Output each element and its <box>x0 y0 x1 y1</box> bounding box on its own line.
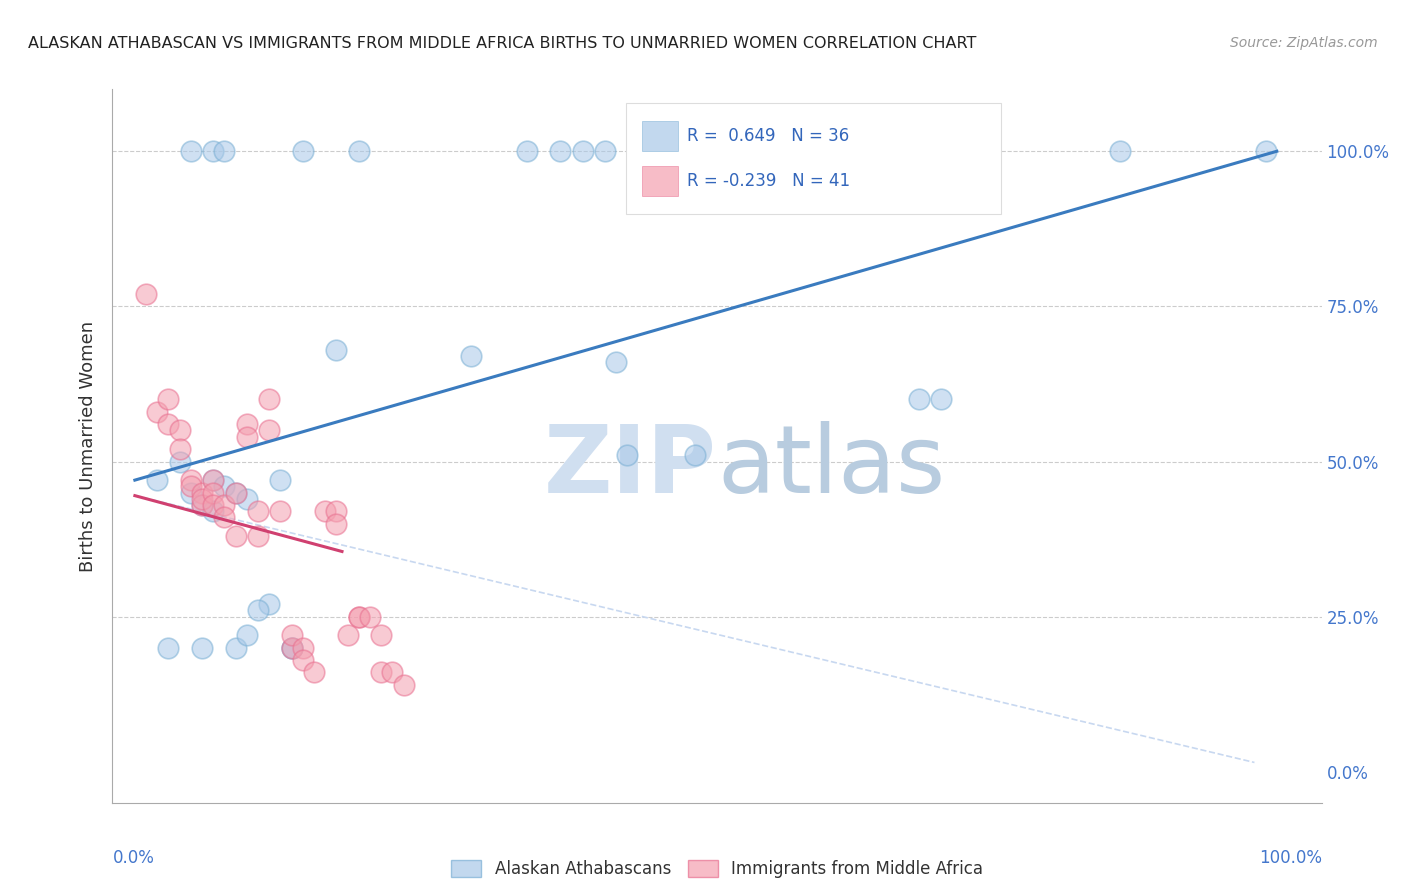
Point <box>347 609 370 624</box>
Point <box>269 504 291 518</box>
Point <box>392 678 415 692</box>
Bar <box>643 166 678 196</box>
Point <box>191 485 214 500</box>
Point <box>247 529 270 543</box>
Point <box>202 145 225 159</box>
Point <box>336 628 359 642</box>
Point <box>269 473 291 487</box>
Point <box>370 628 392 642</box>
Point <box>347 609 370 624</box>
Point <box>214 145 236 159</box>
FancyBboxPatch shape <box>626 103 1001 214</box>
Point <box>605 355 627 369</box>
Point <box>291 145 314 159</box>
Point <box>146 473 169 487</box>
Point <box>516 145 538 159</box>
Text: R =  0.649   N = 36: R = 0.649 N = 36 <box>686 127 849 145</box>
Point <box>1109 145 1132 159</box>
Point <box>169 442 191 456</box>
Point <box>325 504 347 518</box>
Point <box>325 516 347 531</box>
Point <box>347 145 370 159</box>
Text: 0.0%: 0.0% <box>112 849 155 867</box>
Point <box>214 510 236 524</box>
Point <box>202 498 225 512</box>
Point <box>236 628 259 642</box>
Point <box>180 473 202 487</box>
Point <box>280 628 302 642</box>
Point <box>191 498 214 512</box>
Point <box>202 485 225 500</box>
Point <box>257 597 280 611</box>
Point <box>202 473 225 487</box>
Point <box>291 653 314 667</box>
Point <box>225 485 247 500</box>
Point <box>929 392 952 407</box>
Point <box>247 504 270 518</box>
Point <box>247 603 270 617</box>
Point <box>236 430 259 444</box>
Point <box>225 485 247 500</box>
Point <box>550 145 572 159</box>
Point <box>146 405 169 419</box>
Text: 100.0%: 100.0% <box>1258 849 1322 867</box>
Point <box>359 609 381 624</box>
Point <box>157 640 180 655</box>
Point <box>225 640 247 655</box>
Text: R = -0.239   N = 41: R = -0.239 N = 41 <box>686 171 851 189</box>
Point <box>257 392 280 407</box>
Point <box>225 529 247 543</box>
Point <box>280 640 302 655</box>
Y-axis label: Births to Unmarried Women: Births to Unmarried Women <box>79 320 97 572</box>
Point <box>202 473 225 487</box>
Point <box>157 392 180 407</box>
Point <box>191 491 214 506</box>
Legend: Alaskan Athabascans, Immigrants from Middle Africa: Alaskan Athabascans, Immigrants from Mid… <box>444 854 990 885</box>
Point <box>180 479 202 493</box>
Text: ZIP: ZIP <box>544 421 717 514</box>
Point <box>1254 145 1277 159</box>
Point <box>191 640 214 655</box>
Text: ALASKAN ATHABASCAN VS IMMIGRANTS FROM MIDDLE AFRICA BIRTHS TO UNMARRIED WOMEN CO: ALASKAN ATHABASCAN VS IMMIGRANTS FROM MI… <box>28 36 977 51</box>
Point <box>214 498 236 512</box>
Text: Source: ZipAtlas.com: Source: ZipAtlas.com <box>1230 36 1378 50</box>
Point <box>135 287 157 301</box>
Point <box>381 665 404 680</box>
Point <box>683 448 706 462</box>
Point <box>257 424 280 438</box>
Point <box>291 640 314 655</box>
Point <box>325 343 347 357</box>
Point <box>314 504 336 518</box>
Point <box>169 454 191 468</box>
Point <box>571 145 593 159</box>
Point <box>214 479 236 493</box>
Point <box>593 145 616 159</box>
Point <box>191 498 214 512</box>
Point <box>236 491 259 506</box>
Point <box>202 504 225 518</box>
Point <box>280 640 302 655</box>
Point <box>169 424 191 438</box>
Point <box>460 349 482 363</box>
Point <box>907 392 929 407</box>
Point <box>616 448 638 462</box>
Text: atlas: atlas <box>717 421 945 514</box>
Point <box>180 485 202 500</box>
Bar <box>643 121 678 152</box>
Point <box>280 640 302 655</box>
Point <box>302 665 325 680</box>
Point <box>157 417 180 432</box>
Point <box>236 417 259 432</box>
Point <box>180 145 202 159</box>
Point <box>370 665 392 680</box>
